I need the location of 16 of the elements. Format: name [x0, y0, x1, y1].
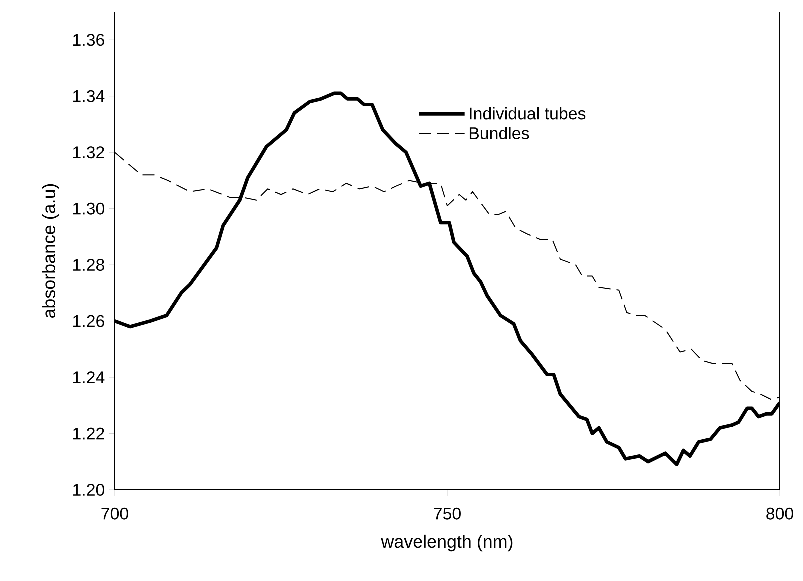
y-tick-label: 1.34 — [74, 90, 105, 102]
y-tick-label: 1.26 — [74, 315, 104, 328]
y-tick-label: 1.22 — [74, 428, 104, 440]
legend-label: Individual tubes — [470, 107, 586, 120]
y-tick-label: 1.24 — [74, 372, 105, 384]
x-tick-label: 800 — [766, 508, 794, 520]
y-axis-title: absorbance (a.u) — [42, 184, 60, 318]
y-tick-label: 1.28 — [74, 259, 104, 272]
y-tick-label: 1.32 — [74, 146, 104, 159]
x-axis-title: wavelength (nm) — [381, 534, 513, 552]
legend-label: Bundles — [470, 127, 530, 140]
y-tick-label: 1.30 — [74, 202, 105, 215]
y-tick-label: 1.20 — [74, 484, 105, 496]
x-tick-label: 750 — [434, 508, 461, 520]
x-tick-label: 700 — [102, 508, 128, 520]
y-tick-label: 1.36 — [74, 34, 104, 46]
